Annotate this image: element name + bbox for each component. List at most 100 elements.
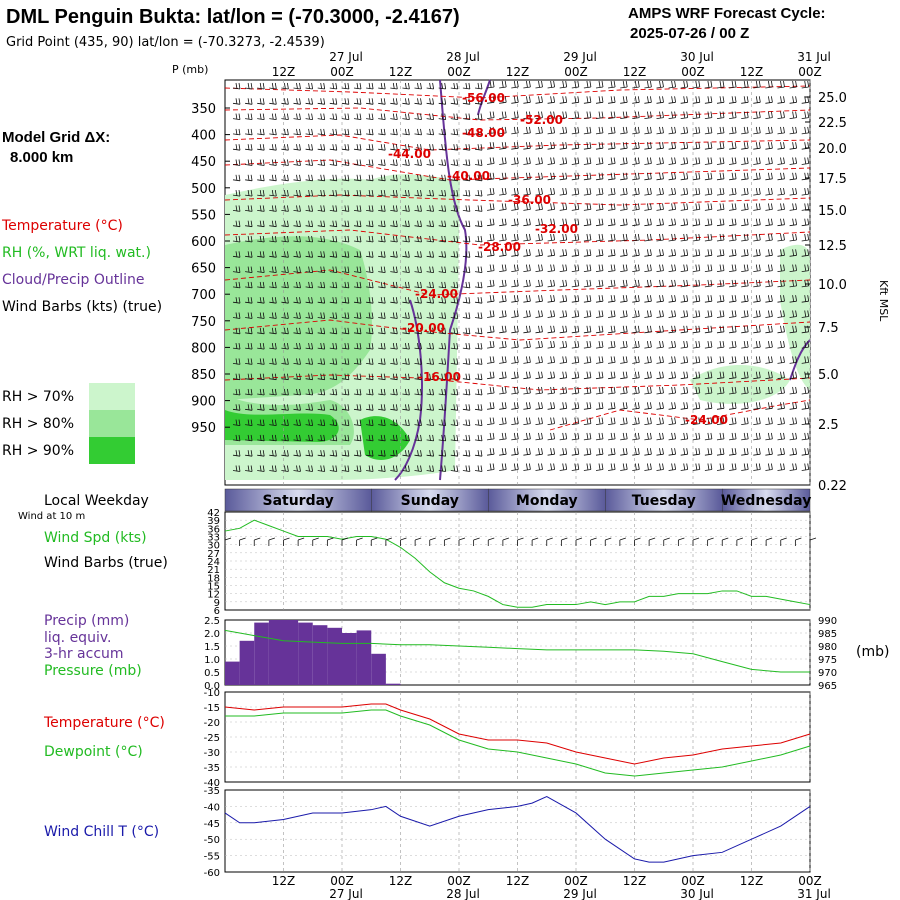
wind-barb — [656, 402, 664, 410]
wind-barb — [462, 205, 471, 212]
wind-barb — [523, 356, 531, 364]
wind-barb — [438, 220, 447, 228]
wind-barb — [245, 312, 253, 319]
wind-barb — [378, 373, 386, 381]
wind-barb — [269, 159, 277, 166]
precip-pressure-panel: 2.5 2.0 1.5 1.0 0.5 0.0 990 985 980 975 970 965 — [204, 616, 837, 692]
wind-barb — [559, 111, 568, 119]
bottom-time-tick-label: 00Z — [798, 874, 822, 888]
wind-barb — [547, 279, 555, 288]
panel-tick-label: -30 — [204, 748, 220, 759]
wind-barb — [741, 279, 749, 288]
wind-barb — [353, 404, 362, 411]
wind-barb — [487, 341, 495, 349]
wind-barb — [353, 327, 362, 335]
station-title: DML Penguin Bukta: lat/lon = (-70.3000, … — [6, 6, 460, 28]
wind-barb — [438, 128, 447, 136]
wind-barb — [680, 295, 689, 303]
wind-barb — [257, 98, 265, 105]
wind-barb — [353, 159, 362, 166]
wind-barb — [281, 98, 289, 105]
wind-barb — [450, 327, 459, 335]
wind-barb — [608, 386, 616, 395]
wind-barb — [535, 203, 543, 211]
precip-label-1: Precip (mm) — [44, 613, 129, 629]
wind-barb — [450, 434, 459, 442]
wind-barb — [462, 235, 471, 243]
wind-barb — [353, 205, 362, 212]
wind-barb — [765, 417, 773, 425]
wind-barb — [390, 266, 398, 273]
wind-barb — [765, 126, 773, 135]
surface-wind-barb — [239, 537, 246, 546]
panel-tick-label: 12 — [207, 590, 220, 601]
wind-barb — [692, 432, 701, 441]
wind-barb — [474, 144, 483, 151]
wind-barb — [305, 419, 313, 426]
wind-barb — [595, 142, 604, 150]
weekday-bar: Saturday Sunday Monday Tuesday Wednesday — [224, 488, 811, 512]
wind-barb — [620, 203, 628, 211]
wind-barb — [777, 218, 785, 227]
wind-barb — [232, 266, 241, 273]
panel-tick-label: 9 — [214, 598, 220, 609]
wind-barb — [704, 386, 713, 395]
wind-barb — [281, 297, 289, 304]
wind-barb — [595, 432, 604, 441]
wind-barb — [620, 310, 628, 318]
wind-barb — [329, 205, 338, 212]
wind-barb — [523, 325, 531, 334]
wind-barb — [704, 142, 713, 150]
surface-wind-barb — [487, 537, 495, 546]
wind-barb — [305, 465, 313, 472]
wind-barb — [547, 356, 555, 364]
wind-barb — [329, 251, 338, 258]
wind-barb — [402, 419, 410, 426]
wind-barb — [789, 188, 797, 196]
bottom-time-tick-label: 12Z — [623, 874, 647, 888]
wind-barb — [269, 281, 277, 289]
panel-tick-label: -25 — [204, 733, 220, 744]
wind-barb — [414, 434, 422, 442]
wind-barb — [426, 235, 434, 243]
wind-barb — [511, 386, 519, 395]
wind-barb — [426, 159, 434, 166]
wind-barb — [232, 190, 241, 197]
wind-barb — [692, 172, 701, 181]
wind-barb — [438, 373, 447, 381]
wind-barb — [741, 126, 749, 135]
wind-barb — [801, 295, 810, 303]
wind-barb — [305, 312, 313, 319]
wind-barb — [789, 432, 797, 441]
wind-barb — [402, 388, 410, 396]
wind-barb — [789, 233, 797, 242]
wind-barb — [656, 80, 664, 89]
wind-barb — [583, 295, 592, 303]
temperature-contour-label: -16.00 — [418, 370, 461, 384]
wind-barb — [293, 358, 301, 365]
wind-barb — [789, 463, 797, 471]
wind-barb — [595, 310, 604, 318]
wind-barb — [232, 297, 241, 304]
wind-barb — [366, 235, 374, 243]
panel-tick-label: 33 — [207, 533, 220, 544]
wind-barb — [474, 297, 483, 304]
wind-barb — [753, 218, 761, 227]
pressure-tick-label: 700 — [191, 288, 216, 303]
surface-wind-barb — [590, 537, 597, 546]
wind-barb — [583, 111, 592, 119]
wind-barb — [716, 356, 725, 364]
wind-barb — [450, 388, 459, 396]
wind-barb — [644, 432, 652, 441]
wind-barb — [366, 98, 374, 105]
wind-barb — [487, 172, 495, 181]
wind-barb — [257, 297, 265, 304]
wind-barb — [620, 188, 628, 196]
wind-barb — [656, 111, 664, 119]
wind-barb — [765, 264, 773, 272]
wind-barb — [257, 220, 265, 228]
wind-barb — [680, 448, 689, 456]
surface-wind-barb — [546, 537, 553, 546]
wind-barb — [571, 325, 580, 334]
